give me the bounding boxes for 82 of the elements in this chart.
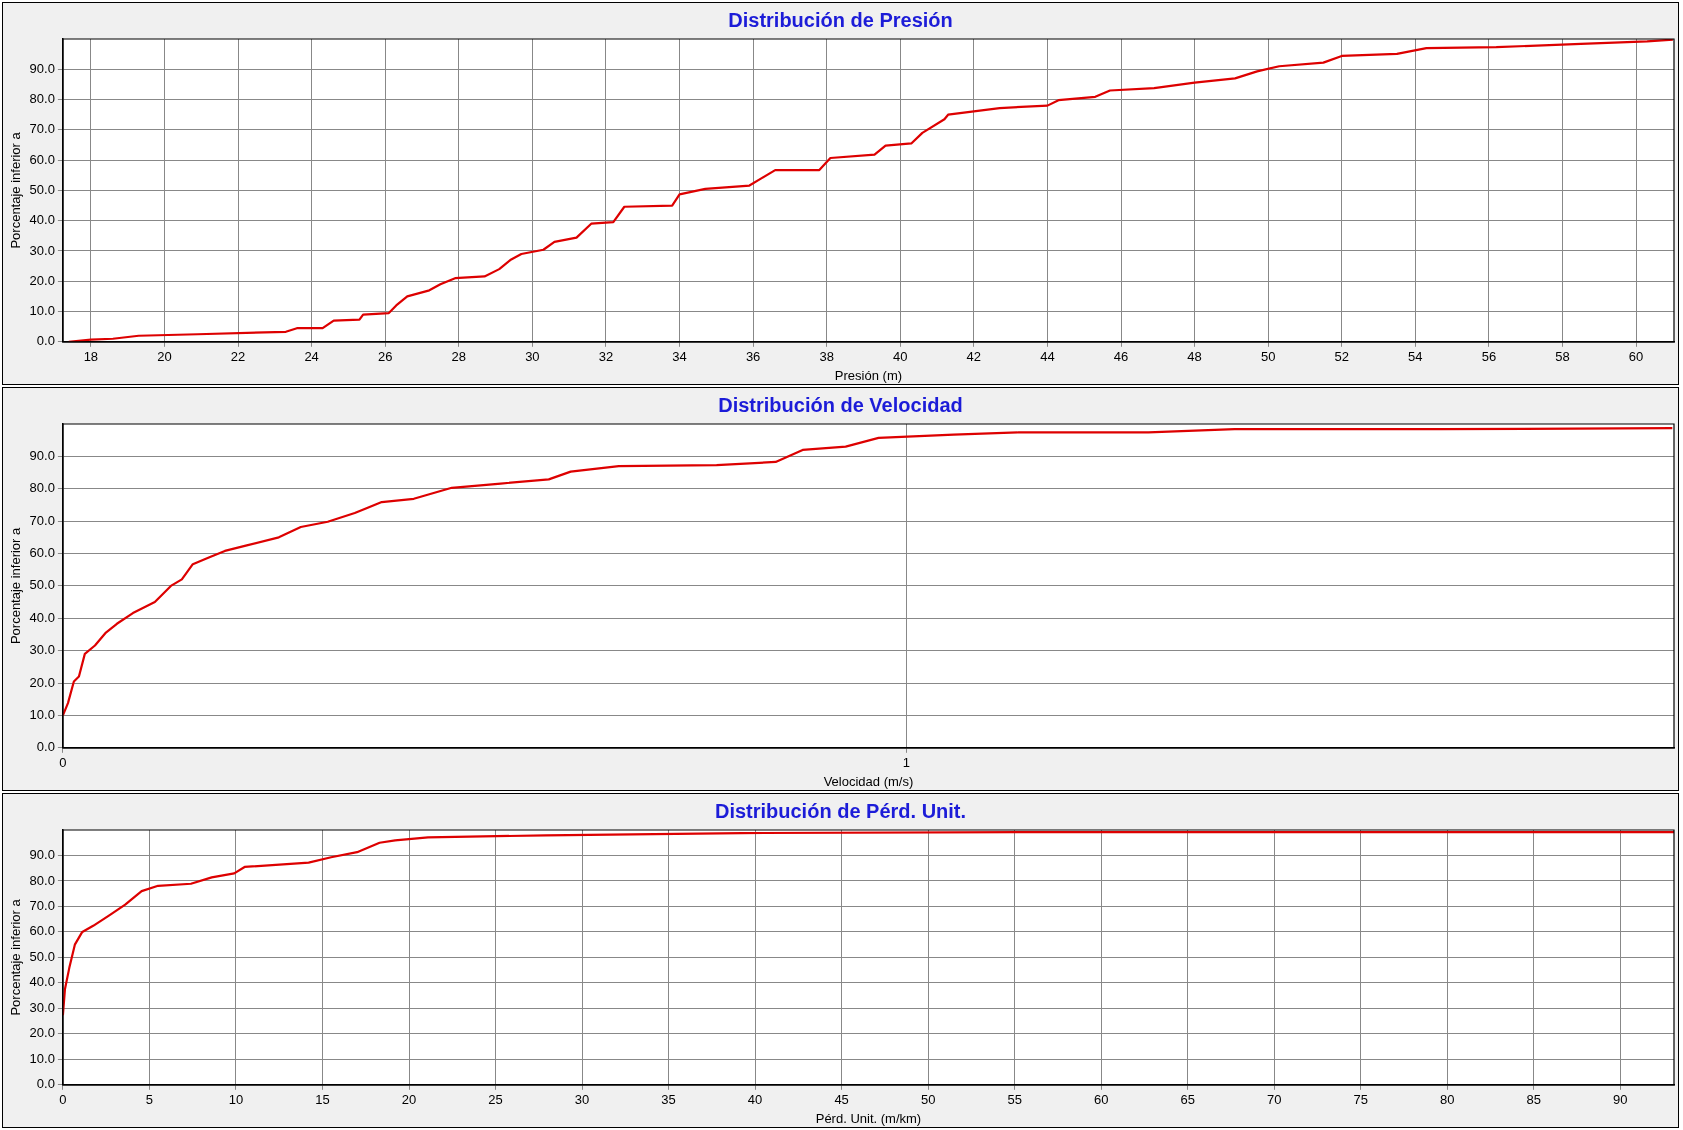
- x-tick-label: 25: [488, 1092, 503, 1108]
- x-tick-label: 48: [1187, 349, 1202, 365]
- x-axis-title: Presión (m): [834, 367, 903, 383]
- x-tick-label: 45: [834, 1092, 849, 1108]
- x-tick-label: 0: [59, 1092, 67, 1108]
- y-tick-label: 40.0: [29, 212, 55, 228]
- y-tick-label: 10.0: [29, 1050, 55, 1066]
- y-tick-label: 10.0: [29, 707, 55, 722]
- x-tick-label: 22: [230, 349, 246, 365]
- x-tick-label: 40: [893, 349, 908, 365]
- y-axis-title: Porcentaje inferior a: [8, 526, 24, 645]
- x-tick-label: 36: [745, 349, 761, 365]
- x-tick-label: 26: [377, 349, 393, 365]
- y-tick-label: 30.0: [29, 642, 55, 658]
- y-tick-label: 40.0: [29, 974, 55, 990]
- y-tick-label: 20.0: [29, 1025, 55, 1041]
- y-tick-label: 0.0: [36, 333, 55, 349]
- chart-title: Distribución de Velocidad: [718, 393, 963, 416]
- y-tick-label: 50.0: [29, 577, 55, 593]
- x-axis-title: Pérd. Unit. (m/km): [815, 1110, 922, 1126]
- chart-title: Distribución de Presión: [728, 8, 953, 31]
- y-tick-label: 0.0: [36, 739, 55, 755]
- y-tick-label: 70.0: [29, 898, 55, 914]
- y-tick-label: 80.0: [29, 872, 55, 888]
- x-tick-label: 20: [157, 349, 172, 365]
- x-tick-label: 24: [304, 349, 319, 365]
- y-tick-label: 60.0: [29, 151, 55, 167]
- x-tick-label: 30: [574, 1092, 590, 1108]
- y-tick-label: 30.0: [29, 999, 55, 1015]
- x-tick-label: 0: [59, 755, 67, 771]
- x-tick-label: 52: [1334, 349, 1350, 365]
- y-tick-label: 90.0: [29, 847, 55, 863]
- y-tick-label: 50.0: [29, 181, 55, 197]
- x-tick-label: 75: [1353, 1092, 1369, 1108]
- x-tick-label: 40: [747, 1092, 763, 1108]
- x-tick-label: 20: [401, 1092, 417, 1108]
- y-tick-label: 80.0: [29, 480, 55, 496]
- x-tick-label: 30: [525, 349, 540, 365]
- x-tick-label: 85: [1526, 1092, 1542, 1108]
- x-tick-label: 5: [145, 1092, 154, 1108]
- x-tick-label: 32: [598, 349, 614, 365]
- x-tick-label: 54: [1408, 349, 1423, 365]
- x-tick-label: 1: [902, 755, 911, 771]
- x-tick-label: 90: [1613, 1092, 1628, 1108]
- x-tick-label: 60: [1628, 349, 1644, 365]
- chart-title: Distribución de Pérd. Unit.: [714, 799, 967, 822]
- y-tick-label: 20.0: [29, 674, 55, 690]
- x-tick-label: 28: [451, 349, 467, 365]
- x-tick-label: 42: [966, 349, 982, 365]
- y-tick-label: 60.0: [29, 545, 55, 561]
- y-tick-label: 80.0: [29, 91, 55, 107]
- x-tick-label: 65: [1180, 1092, 1195, 1108]
- x-tick-label: 56: [1481, 349, 1497, 365]
- y-tick-label: 40.0: [29, 609, 55, 625]
- y-tick-label: 50.0: [29, 948, 55, 964]
- x-tick-label: 34: [672, 349, 687, 365]
- x-tick-label: 18: [83, 349, 99, 365]
- x-tick-label: 15: [315, 1092, 330, 1108]
- x-tick-label: 46: [1113, 349, 1129, 365]
- x-axis-title: Velocidad (m/s): [823, 773, 914, 789]
- x-tick-label: 70: [1267, 1092, 1282, 1108]
- x-tick-label: 58: [1555, 349, 1570, 365]
- x-tick-label: 60: [1093, 1092, 1109, 1108]
- y-tick-label: 30.0: [29, 242, 55, 258]
- y-tick-label: 20.0: [29, 272, 55, 288]
- x-tick-label: 80: [1440, 1092, 1455, 1108]
- y-tick-label: 60.0: [29, 923, 55, 939]
- x-tick-label: 44: [1040, 349, 1055, 365]
- y-tick-label: 70.0: [29, 121, 55, 137]
- x-tick-label: 55: [1007, 1092, 1022, 1108]
- y-tick-label: 0.0: [36, 1076, 55, 1092]
- y-tick-label: 10.0: [29, 303, 55, 319]
- y-tick-label: 70.0: [29, 512, 55, 528]
- x-tick-label: 10: [228, 1092, 244, 1108]
- y-axis-title: Porcentaje inferior a: [8, 131, 24, 249]
- y-tick-label: 90.0: [29, 447, 55, 463]
- x-tick-label: 50: [920, 1092, 936, 1108]
- x-tick-label: 50: [1260, 349, 1276, 365]
- y-axis-title: Porcentaje inferior a: [8, 898, 24, 1016]
- x-tick-label: 35: [661, 1092, 676, 1108]
- y-tick-label: 90.0: [29, 60, 55, 76]
- x-tick-label: 38: [819, 349, 834, 365]
